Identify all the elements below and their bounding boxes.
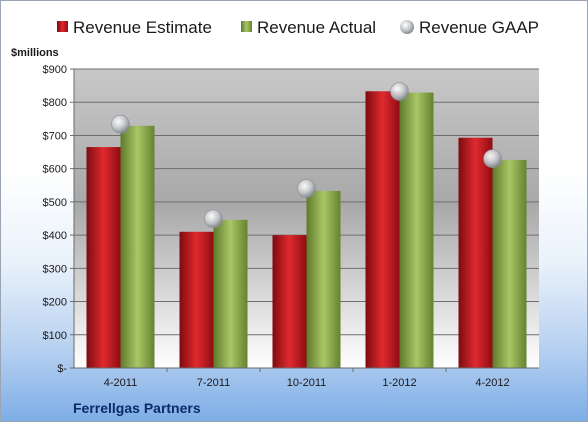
legend-label-estimate: Revenue Estimate	[73, 18, 212, 37]
x-tick-label: 10-2011	[287, 377, 327, 389]
bar-revenue-estimate	[272, 235, 307, 368]
gaap-marker	[111, 114, 130, 134]
legend-label-actual: Revenue Actual	[257, 18, 376, 37]
y-tick-label: $800	[43, 97, 67, 109]
x-axis-ticks: 4-2011 7-2011 10-2011 1-2012 4-2012	[104, 368, 510, 389]
bar-revenue-actual	[120, 125, 155, 368]
y-axis-ticks: $- $100 $200 $300 $400 $500 $600 $700 $800 $900	[43, 64, 74, 375]
y-tick-label: $300	[43, 263, 67, 275]
bar-revenue-actual	[492, 160, 527, 368]
bars	[86, 91, 527, 369]
legend-marker-gaap	[400, 20, 414, 34]
bar-revenue-actual	[213, 219, 248, 368]
legend-swatch-estimate	[57, 21, 68, 32]
gaap-marker	[483, 149, 502, 168]
gaap-markers	[111, 82, 502, 229]
bar-revenue-actual	[306, 190, 341, 368]
x-tick-label: 4-2011	[104, 377, 137, 389]
legend-item-actual: Revenue Actual	[241, 18, 376, 37]
x-tick-label: 1-2012	[382, 377, 416, 389]
legend-item-estimate: Revenue Estimate	[57, 18, 212, 37]
bar-revenue-estimate	[179, 231, 214, 368]
x-tick-label: 7-2011	[197, 377, 230, 389]
y-tick-label: $600	[43, 164, 67, 176]
y-unit-label: $millions	[11, 47, 59, 59]
y-tick-label: $400	[43, 230, 67, 242]
gaap-marker	[297, 179, 316, 198]
gaap-marker	[204, 209, 223, 229]
y-tick-label: $100	[43, 330, 67, 342]
y-tick-label: $-	[57, 363, 67, 375]
bar-revenue-estimate	[365, 91, 400, 369]
y-tick-label: $500	[43, 197, 67, 209]
bar-revenue-estimate	[458, 137, 493, 368]
legend-item-gaap: Revenue GAAP	[400, 18, 539, 37]
x-tick-label: 4-2012	[475, 377, 509, 389]
legend: Revenue Estimate Revenue Actual Revenue …	[57, 18, 539, 37]
gaap-marker	[390, 82, 409, 101]
y-tick-label: $700	[43, 130, 67, 142]
company-name: Ferrellgas Partners	[73, 400, 201, 416]
bar-revenue-actual	[399, 92, 434, 369]
legend-label-gaap: Revenue GAAP	[419, 18, 539, 37]
bar-revenue-estimate	[86, 147, 121, 368]
y-tick-label: $900	[43, 64, 67, 76]
y-tick-label: $200	[43, 297, 67, 309]
legend-swatch-actual	[241, 21, 252, 32]
